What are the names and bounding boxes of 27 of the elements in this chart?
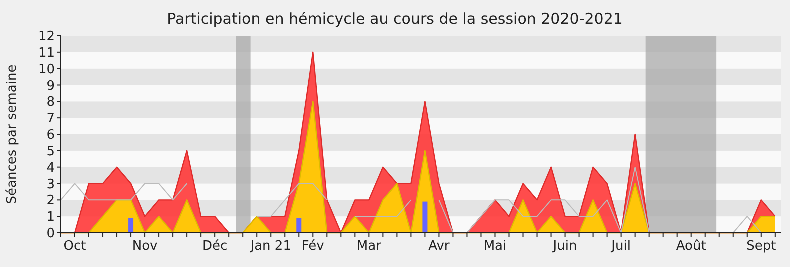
y-tick-label: 10 <box>38 62 55 78</box>
x-tick-label: Fév <box>302 239 325 254</box>
y-axis-title: Séances par semaine <box>5 64 20 204</box>
y-tick-label: 0 <box>46 226 55 242</box>
x-tick-label: Mar <box>356 239 382 254</box>
y-tick-label: 3 <box>46 177 55 192</box>
x-tick-label: Mai <box>484 239 507 254</box>
y-tick-label: 4 <box>46 160 55 176</box>
y-tick-label: 9 <box>46 78 55 94</box>
chart-title: Participation en hémicycle au cours de la session 2020-2021 <box>167 10 623 28</box>
y-tick-label: 6 <box>46 128 55 143</box>
x-tick-label: Avr <box>428 239 450 254</box>
x-tick-label: Jan 21 <box>250 239 292 254</box>
y-tick-label: 7 <box>46 112 55 127</box>
x-tick-label: Déc <box>202 239 228 254</box>
y-tick-label: 5 <box>46 144 55 160</box>
y-tick-label: 8 <box>46 95 55 110</box>
y-tick-label: 1 <box>46 210 55 226</box>
x-tick-label: Sept <box>746 239 776 254</box>
y-tick-label: 2 <box>46 194 55 209</box>
x-tick-label: Oct <box>64 239 86 254</box>
x-tick-label: Août <box>676 239 706 254</box>
y-tick-label: 12 <box>38 30 55 44</box>
x-tick-label: Nov <box>132 239 158 254</box>
x-tick-label: Juin <box>552 239 578 254</box>
x-tick-label: Juil <box>610 239 631 254</box>
y-tick-label: 11 <box>38 46 55 61</box>
